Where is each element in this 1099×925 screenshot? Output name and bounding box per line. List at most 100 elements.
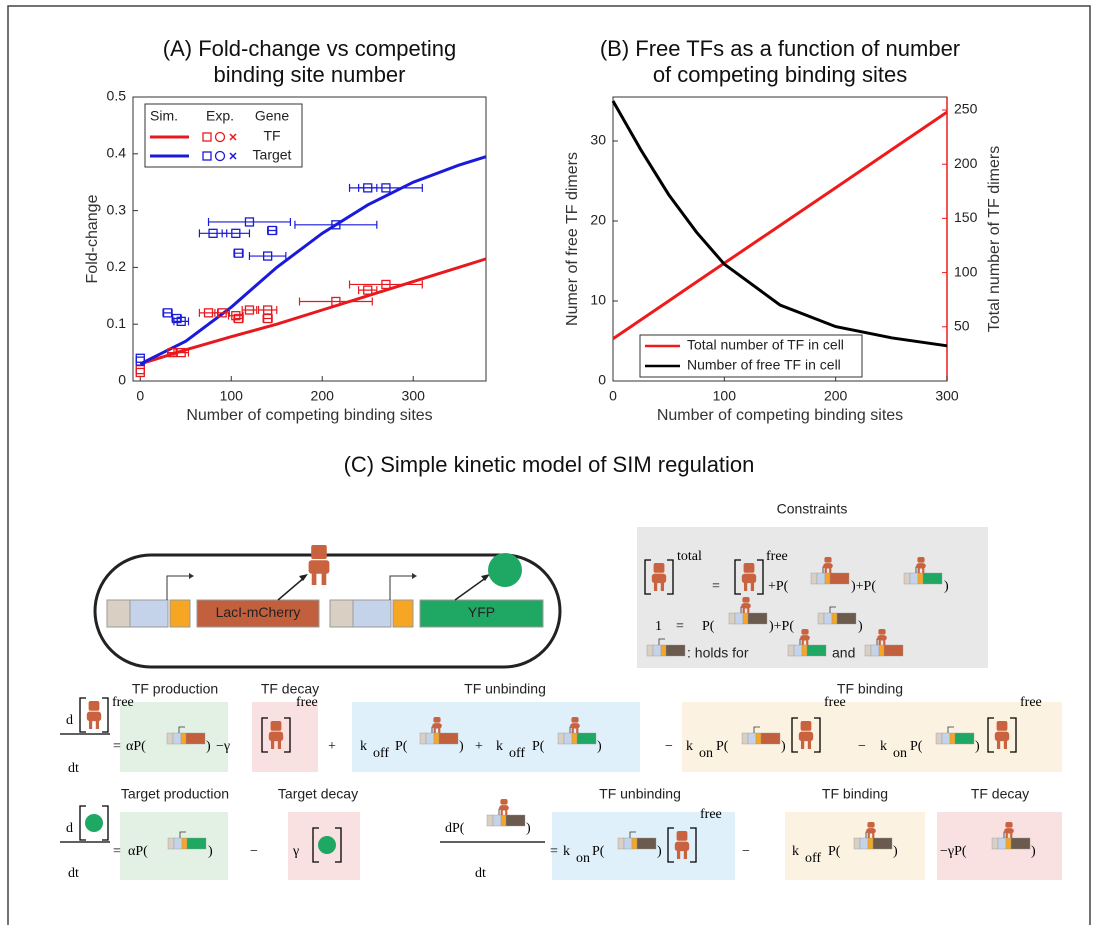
equation-text: dt bbox=[68, 866, 79, 881]
bracket bbox=[667, 827, 697, 863]
gene-part bbox=[824, 572, 831, 585]
gene-part bbox=[623, 837, 633, 850]
gene-part bbox=[180, 732, 187, 745]
gene-part bbox=[864, 644, 872, 657]
equation-text: d bbox=[66, 713, 73, 728]
gene-icon bbox=[617, 831, 657, 850]
target-protein bbox=[488, 553, 522, 587]
legend-marker bbox=[202, 151, 212, 161]
equation-text: free bbox=[296, 695, 318, 710]
data-point bbox=[381, 183, 391, 193]
gene-part bbox=[419, 732, 427, 745]
gene-part bbox=[728, 612, 736, 625]
tf-head bbox=[743, 563, 755, 573]
tf-head bbox=[311, 545, 327, 559]
equation-text: = bbox=[113, 844, 121, 859]
constraints-title: Constraints bbox=[777, 501, 848, 517]
legend-marker bbox=[214, 150, 226, 162]
gene-part bbox=[352, 599, 392, 628]
gene-part bbox=[617, 837, 625, 850]
promoter-arrow bbox=[389, 575, 412, 600]
constraint-note: : holds for bbox=[687, 645, 749, 661]
tf-leg bbox=[1003, 740, 1008, 749]
tf-body bbox=[268, 731, 284, 742]
data-point bbox=[244, 305, 255, 315]
equation-text: − bbox=[742, 844, 750, 859]
error-bar bbox=[358, 286, 378, 295]
tf-body bbox=[432, 723, 442, 729]
tf-icon bbox=[86, 701, 102, 729]
gene-part bbox=[935, 732, 943, 745]
error-bar bbox=[348, 183, 423, 192]
data-point bbox=[267, 225, 277, 236]
tf-body bbox=[570, 723, 580, 729]
data-point bbox=[176, 316, 186, 327]
target bbox=[312, 827, 342, 863]
chart-title: of competing binding sites bbox=[653, 62, 907, 87]
gene-part bbox=[392, 599, 414, 628]
tf-head bbox=[867, 822, 875, 828]
tf-body bbox=[994, 731, 1010, 742]
tf-icon bbox=[823, 557, 833, 573]
x-tick-label: 200 bbox=[311, 388, 335, 404]
gene-part bbox=[186, 837, 207, 850]
gene-part bbox=[646, 644, 654, 657]
tf-leg bbox=[311, 573, 317, 585]
y2-tick-label: 200 bbox=[954, 155, 978, 171]
error-bar bbox=[173, 348, 190, 357]
bracket bbox=[261, 717, 291, 753]
term-label: TF binding bbox=[822, 786, 888, 802]
gene-part bbox=[172, 732, 182, 745]
free-tf bbox=[734, 559, 764, 595]
gene-part bbox=[760, 732, 781, 745]
equation-text: − bbox=[250, 844, 258, 859]
gene-part bbox=[801, 644, 808, 657]
equation-text: ) bbox=[975, 739, 980, 754]
tf-head bbox=[270, 721, 282, 731]
gene-part bbox=[859, 837, 869, 850]
equation-text: k bbox=[686, 739, 693, 754]
gene-part bbox=[425, 732, 435, 745]
gene-icon bbox=[864, 629, 904, 657]
tf-leg bbox=[829, 568, 832, 573]
gene-part bbox=[793, 644, 803, 657]
tf-icon bbox=[570, 717, 580, 733]
tf-leg bbox=[750, 582, 755, 591]
tf-icon bbox=[877, 629, 887, 645]
x-tick-label: 0 bbox=[136, 388, 144, 404]
equation-text: P( bbox=[532, 739, 545, 754]
term-label: TF decay bbox=[261, 681, 319, 697]
equation-text: dt bbox=[68, 761, 79, 776]
gene-part bbox=[872, 837, 893, 850]
y-tick-label: 0 bbox=[598, 372, 606, 388]
gene-icon bbox=[646, 638, 686, 657]
gene-icon bbox=[557, 717, 597, 745]
error-bar bbox=[257, 306, 278, 314]
gene-icon bbox=[167, 831, 207, 850]
error-bar bbox=[262, 314, 273, 323]
tf-icon bbox=[308, 545, 330, 585]
tf-icon bbox=[800, 629, 810, 645]
equation-text: P( bbox=[702, 619, 715, 634]
gene-part bbox=[831, 612, 838, 625]
arrow-head bbox=[412, 573, 417, 579]
gene-part bbox=[652, 644, 662, 657]
tf-body bbox=[823, 563, 833, 569]
data-point bbox=[262, 305, 273, 315]
equation-text: −γP( bbox=[940, 844, 967, 859]
legend-header: Gene bbox=[255, 108, 289, 124]
gene-part bbox=[817, 612, 825, 625]
data-point bbox=[217, 308, 227, 318]
x-tick-label: 300 bbox=[935, 388, 959, 404]
tf-head bbox=[433, 717, 441, 723]
gene-part bbox=[917, 572, 924, 585]
legend-header: Exp. bbox=[206, 108, 234, 124]
y2-tick-label: 150 bbox=[954, 209, 978, 225]
tf-icon bbox=[499, 799, 509, 815]
tf-leg bbox=[801, 640, 804, 645]
chart-title: (B) Free TFs as a function of number bbox=[600, 36, 960, 61]
equation-text: αP( bbox=[128, 844, 148, 859]
tf-head bbox=[996, 721, 1008, 731]
data-point bbox=[262, 251, 273, 261]
